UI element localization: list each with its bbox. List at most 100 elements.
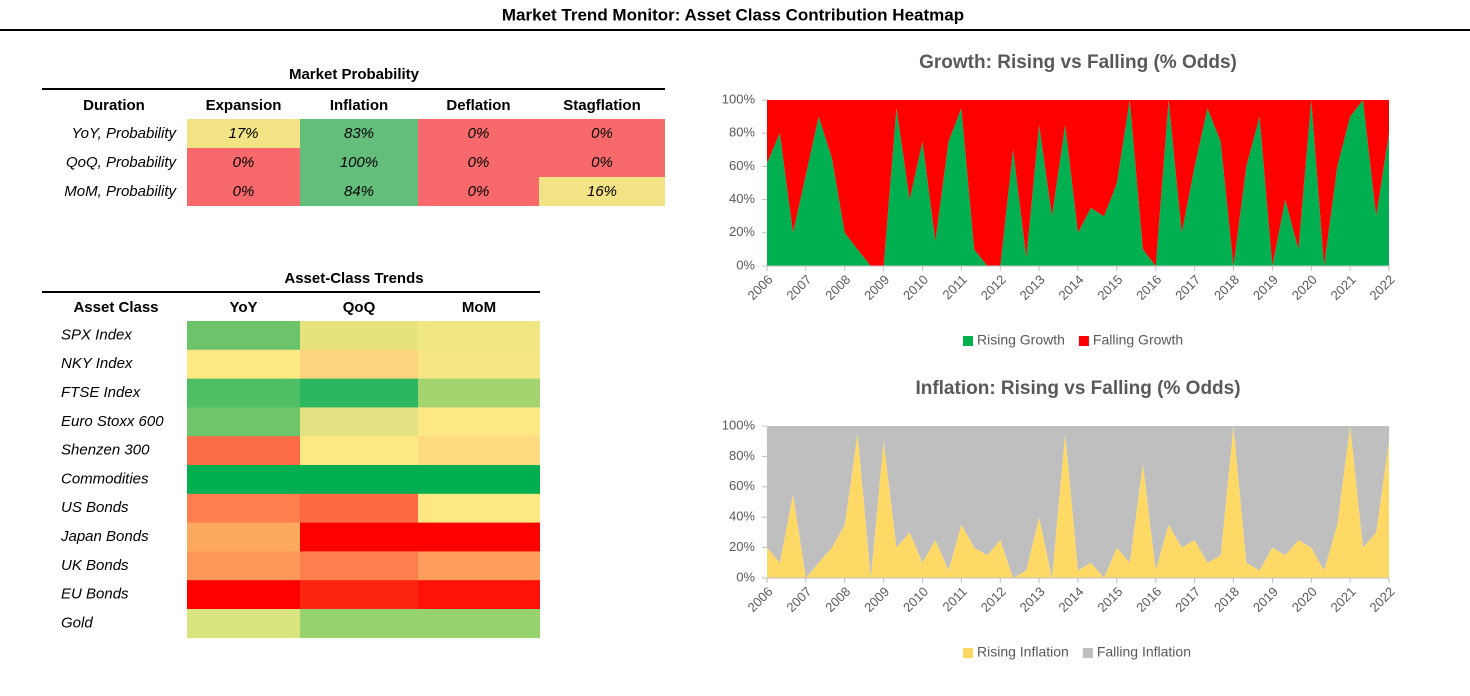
row-label: UK Bonds: [61, 557, 129, 574]
heat-cell: [187, 609, 300, 639]
x-tick-label: 2015: [1094, 584, 1125, 615]
x-tick-label: 2009: [861, 272, 892, 303]
cell-value: 83%: [344, 125, 374, 142]
heat-cell: [300, 177, 418, 206]
row-label: FTSE Index: [61, 384, 141, 401]
cell-value: 0%: [468, 154, 490, 171]
table-title: Asset-Class Trends: [284, 270, 423, 287]
x-tick-label: 2016: [1133, 272, 1164, 303]
page-title: Market Trend Monitor: Asset Class Contri…: [502, 5, 964, 24]
x-tick-label: 2021: [1328, 272, 1359, 303]
row-label: SPX Index: [61, 326, 132, 343]
x-tick-label: 2011: [940, 272, 970, 302]
row-label: NKY Index: [61, 355, 133, 372]
column-header: Deflation: [446, 97, 510, 114]
heat-cell: [300, 378, 418, 408]
cell-value: 17%: [228, 125, 258, 142]
x-tick-label: 2015: [1094, 272, 1125, 303]
x-tick-label: 2010: [900, 584, 931, 615]
x-tick-label: 2016: [1133, 584, 1164, 615]
cell-value: 0%: [233, 154, 255, 171]
row-label: QoQ, Probability: [66, 154, 178, 171]
heat-cell: [300, 321, 418, 351]
cell-value: 16%: [587, 183, 617, 200]
heat-cell: [187, 580, 300, 610]
legend-swatch: [1082, 648, 1093, 658]
x-tick-label: 2008: [822, 272, 853, 303]
heat-cell: [187, 551, 300, 581]
x-tick-label: 2010: [900, 272, 931, 303]
area: [767, 426, 1389, 578]
heat-cell: [187, 493, 300, 523]
heat-cell: [418, 321, 540, 351]
y-tick-label: 60%: [729, 158, 755, 173]
x-tick-label: 2011: [940, 584, 970, 614]
heat-cell: [300, 493, 418, 523]
x-tick-label: 2012: [978, 272, 1009, 303]
y-tick-label: 40%: [729, 191, 755, 206]
row-label: EU Bonds: [61, 586, 129, 603]
x-tick-label: 2017: [1172, 272, 1203, 303]
heat-cell: [187, 465, 300, 495]
legend-label: Rising Growth: [977, 332, 1065, 348]
heat-cell: [539, 119, 665, 148]
heat-cell: [187, 522, 300, 552]
heat-cell: [418, 609, 540, 639]
x-tick-label: 2017: [1172, 584, 1203, 615]
cell-value: 0%: [591, 154, 613, 171]
x-tick-label: 2021: [1328, 584, 1359, 615]
legend-swatch: [963, 648, 973, 658]
cell-value: 84%: [344, 183, 374, 200]
row-label: Shenzen 300: [61, 442, 150, 459]
heat-cell: [187, 177, 300, 206]
heat-cell: [300, 580, 418, 610]
row-label: Commodities: [61, 470, 149, 487]
x-tick-label: 2020: [1289, 272, 1320, 303]
heat-cell: [418, 493, 540, 523]
heat-cell: [418, 148, 539, 177]
heat-cell: [187, 321, 300, 351]
legend-label: Rising Inflation: [977, 644, 1069, 660]
heat-cell: [187, 436, 300, 466]
x-tick-label: 2008: [822, 584, 853, 615]
heat-cell: [300, 522, 418, 552]
y-tick-label: 60%: [729, 478, 755, 493]
heat-cell: [187, 378, 300, 408]
x-tick-label: 2018: [1211, 584, 1242, 615]
x-tick-label: 2012: [978, 584, 1009, 615]
column-header: Asset Class: [73, 299, 158, 316]
chart-title: Growth: Rising vs Falling (% Odds): [919, 52, 1237, 73]
heat-cell: [418, 407, 540, 437]
legend-swatch: [1078, 336, 1089, 346]
row-label: Gold: [61, 614, 93, 631]
row-label: Japan Bonds: [60, 528, 149, 545]
cell-value: 0%: [233, 183, 255, 200]
legend-label: Falling Inflation: [1097, 644, 1191, 660]
heat-cell: [300, 609, 418, 639]
x-tick-label: 2006: [744, 272, 775, 303]
x-tick-label: 2019: [1250, 584, 1281, 615]
heat-cell: [418, 551, 540, 581]
heat-cell: [187, 148, 300, 177]
heat-cell: [300, 551, 418, 581]
y-tick-label: 40%: [729, 509, 755, 524]
x-tick-label: 2022: [1366, 584, 1397, 615]
row-label: YoY, Probability: [71, 125, 177, 142]
heat-cell: [539, 148, 665, 177]
x-tick-label: 2007: [783, 584, 814, 615]
y-tick-label: 100%: [722, 417, 756, 432]
x-tick-label: 2013: [1017, 584, 1048, 615]
column-header: YoY: [229, 299, 257, 316]
y-tick-label: 20%: [729, 224, 755, 239]
legend-swatch: [963, 336, 973, 346]
cell-value: 0%: [591, 125, 613, 142]
column-header: QoQ: [343, 299, 376, 316]
heat-cell: [418, 580, 540, 610]
column-header: MoM: [462, 299, 496, 316]
y-tick-label: 0%: [736, 257, 755, 272]
heat-cell: [418, 465, 540, 495]
y-tick-label: 0%: [736, 569, 755, 584]
x-tick-label: 2013: [1017, 272, 1048, 303]
heat-cell: [300, 436, 418, 466]
